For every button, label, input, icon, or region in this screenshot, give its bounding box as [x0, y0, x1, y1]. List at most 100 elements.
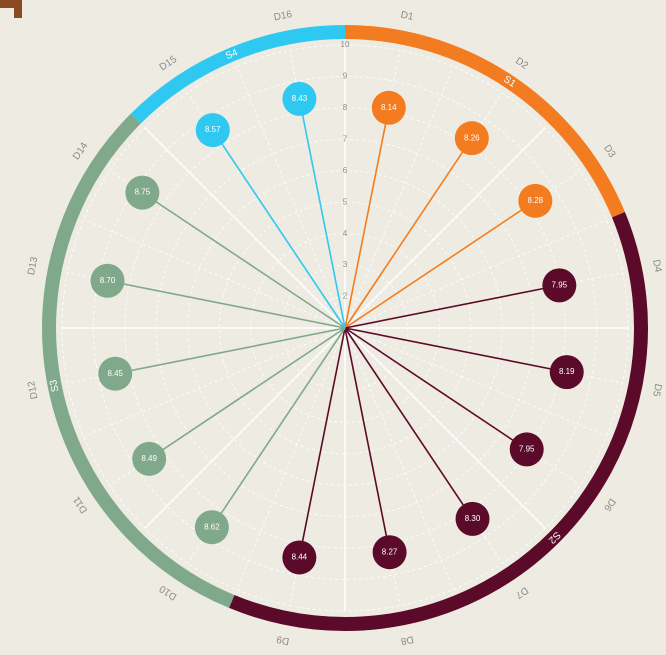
r-tick-label: 5	[343, 197, 348, 206]
category-label: D2	[513, 56, 530, 72]
category-label: D11	[71, 494, 90, 515]
series-label: S4	[224, 47, 240, 62]
value-label: 8.19	[559, 367, 575, 376]
lollipop-stem	[141, 191, 346, 329]
value-label: 7.95	[519, 445, 535, 454]
value-label: 8.28	[528, 196, 544, 205]
corner-decoration	[0, 0, 22, 18]
series-ring	[42, 113, 235, 608]
series-ring	[344, 25, 625, 218]
lollipop-stem	[211, 327, 346, 528]
category-label: D1	[400, 10, 415, 23]
category-label: D4	[650, 259, 663, 274]
lollipop-stem	[344, 137, 473, 329]
value-label: 8.70	[100, 276, 116, 285]
grid-circle	[61, 44, 629, 612]
grid-circle	[250, 233, 440, 423]
radial-grid-line	[236, 327, 346, 590]
lollipop-stem	[107, 279, 346, 329]
category-label: D6	[601, 496, 617, 513]
lollipop-stem	[212, 129, 346, 329]
radial-grid-line	[344, 219, 607, 329]
category-label: D15	[158, 54, 180, 74]
r-tick-label: 10	[341, 40, 350, 49]
radial-grid-line	[83, 327, 346, 437]
value-label: 8.45	[107, 369, 123, 378]
lollipop-head	[518, 183, 553, 218]
series-ring	[130, 25, 346, 124]
series-ring	[229, 212, 648, 631]
radial-grid-line	[344, 127, 546, 329]
r-tick-label: 4	[343, 229, 348, 238]
radial-grid-line	[344, 272, 623, 329]
grid-circle	[187, 170, 503, 486]
value-label: 8.62	[204, 522, 220, 531]
grid-circle	[124, 107, 566, 549]
category-label: D16	[273, 9, 294, 23]
radial-grid-line	[144, 327, 346, 529]
r-tick-label: 3	[343, 260, 348, 269]
lollipop-stem	[344, 200, 536, 329]
category-label: D13	[26, 255, 40, 276]
radial-grid-line	[344, 327, 454, 590]
radial-grid-line	[344, 327, 581, 486]
series-label: S3	[48, 378, 61, 393]
value-label: 8.44	[292, 553, 308, 562]
lollipop-head	[195, 113, 230, 148]
r-tick-label: 6	[343, 166, 348, 175]
value-label: 7.95	[552, 280, 568, 289]
lollipop-stem	[344, 327, 567, 373]
category-label: D8	[399, 633, 414, 646]
lollipop-stem	[344, 107, 390, 329]
grid-circle	[281, 264, 409, 392]
radial-grid-line	[144, 127, 346, 329]
grid-circle	[313, 296, 377, 360]
value-label: 8.43	[292, 94, 308, 103]
lollipop-stem	[298, 327, 346, 558]
category-label: D9	[275, 633, 290, 646]
value-label: 8.14	[381, 103, 397, 112]
value-label: 8.49	[141, 454, 157, 463]
lollipop-head	[282, 81, 317, 116]
r-tick-label: 9	[343, 72, 348, 81]
category-label: D7	[513, 584, 530, 600]
lollipop-stem	[344, 284, 560, 329]
radial-grid-line	[344, 66, 454, 329]
value-label: 8.75	[135, 188, 151, 197]
radial-grid-line	[236, 66, 346, 329]
lollipop-stem	[298, 98, 346, 329]
lollipop-head	[549, 355, 584, 390]
lollipop-head	[194, 510, 229, 545]
category-label: D12	[26, 380, 40, 401]
radial-grid-line	[83, 219, 346, 329]
lollipop-stem	[344, 327, 528, 451]
category-label: D5	[650, 383, 663, 398]
lollipop-head	[455, 501, 490, 536]
radial-grid-line	[344, 327, 546, 529]
category-label: D3	[601, 143, 617, 160]
lollipop-head	[98, 356, 133, 391]
category-label: D14	[71, 140, 91, 162]
lollipop-stem	[148, 327, 346, 460]
r-tick-label: 7	[343, 134, 348, 143]
lollipop-head	[454, 121, 489, 156]
lollipop-head	[509, 432, 544, 467]
grid-circle	[218, 201, 472, 455]
lollipop-head	[90, 263, 125, 298]
grid-circle	[155, 138, 535, 518]
lollipop-head	[132, 441, 167, 476]
lollipop-head	[371, 90, 406, 125]
lollipop-head	[282, 540, 317, 575]
lollipop-stem	[115, 327, 346, 375]
lollipop-head	[125, 175, 160, 210]
grid-circle	[93, 76, 597, 580]
lollipop-head	[372, 535, 407, 570]
radial-grid-line	[344, 327, 607, 437]
value-label: 8.57	[205, 125, 221, 134]
lollipop-stem	[344, 327, 474, 520]
r-tick-label: 8	[343, 103, 348, 112]
category-label: D10	[157, 582, 179, 602]
lollipop-head	[542, 268, 577, 303]
